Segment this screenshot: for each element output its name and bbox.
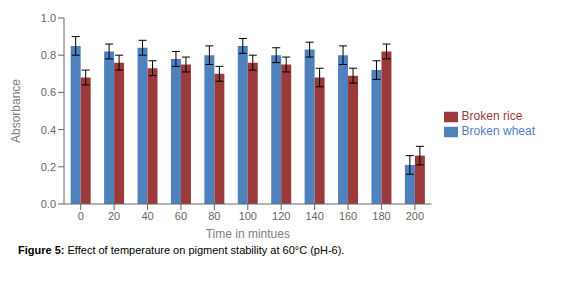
svg-text:100: 100: [239, 210, 257, 222]
svg-text:60: 60: [175, 210, 187, 222]
svg-text:140: 140: [305, 210, 323, 222]
svg-text:1.0: 1.0: [41, 12, 56, 24]
svg-text:20: 20: [108, 210, 120, 222]
svg-text:0.6: 0.6: [41, 86, 56, 98]
html-text:Figure 5: Effect of temperatur: Figure 5: Effect of temperature on pigme…: [18, 244, 345, 256]
svg-text:180: 180: [372, 210, 390, 222]
svg-text:120: 120: [272, 210, 290, 222]
svg-text:Time in mintues: Time in mintues: [206, 227, 290, 240]
html-text:Broken rice: Broken rice: [461, 109, 523, 124]
svg-text:0.4: 0.4: [41, 124, 56, 136]
svg-text:40: 40: [141, 210, 153, 222]
html-text:Broken wheat: Broken wheat: [461, 124, 535, 138]
svg-text:0.0: 0.0: [41, 198, 56, 210]
svg-text:0: 0: [78, 210, 84, 222]
svg-text:0.2: 0.2: [41, 161, 56, 173]
svg-text:160: 160: [339, 210, 357, 222]
svg-text:0.8: 0.8: [41, 49, 56, 61]
svg-text:200: 200: [406, 210, 424, 222]
svg-text:Absorbance: Absorbance: [9, 79, 23, 143]
svg-text:80: 80: [208, 210, 220, 222]
